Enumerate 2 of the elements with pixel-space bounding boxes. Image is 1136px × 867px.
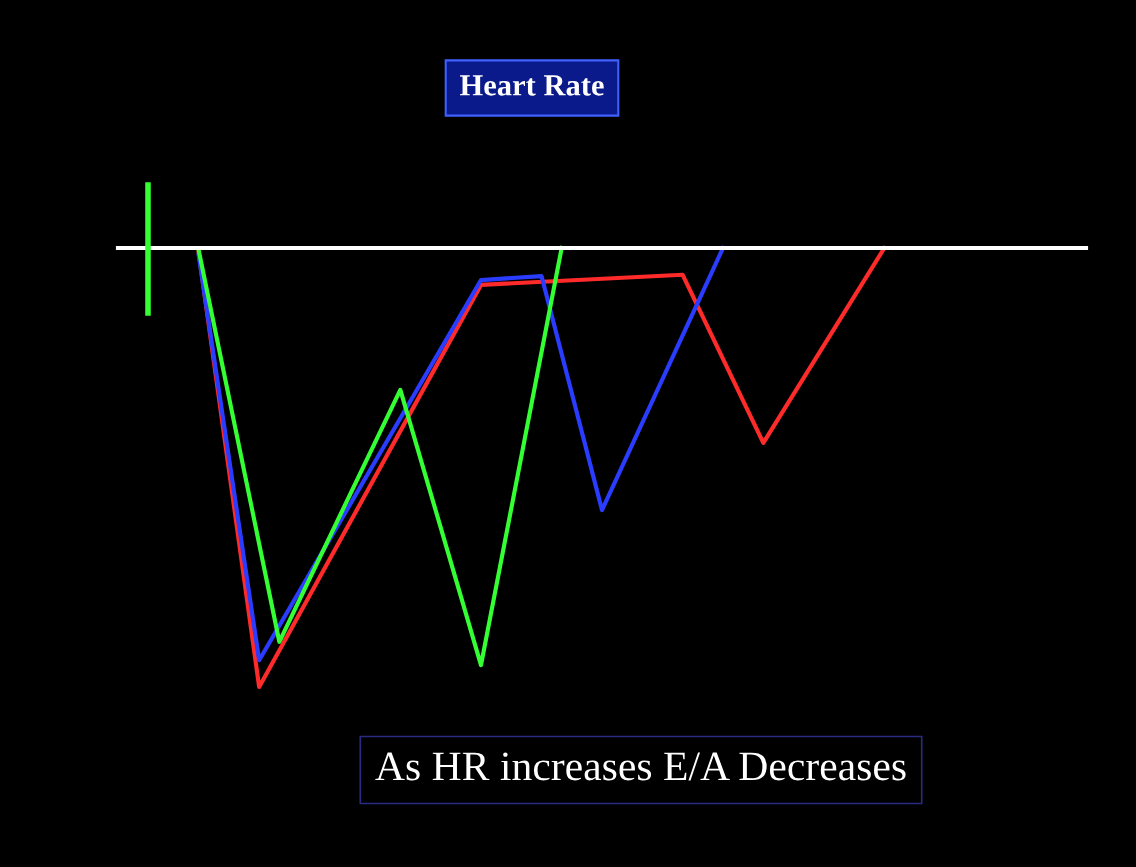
chart-title: Heart Rate	[459, 75, 604, 96]
text: As HR increases E/A Decreases	[375, 752, 906, 781]
